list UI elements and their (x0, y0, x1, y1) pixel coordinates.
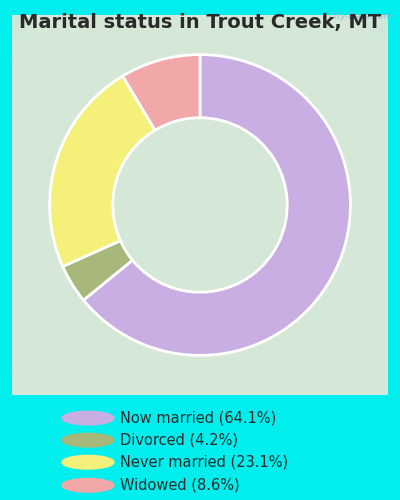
Wedge shape (50, 76, 155, 266)
Wedge shape (63, 240, 132, 300)
Circle shape (62, 412, 114, 425)
Text: City-Data.com: City-Data.com (328, 12, 392, 22)
Text: Now married (64.1%): Now married (64.1%) (120, 410, 276, 426)
Text: Marital status in Trout Creek, MT: Marital status in Trout Creek, MT (19, 13, 381, 32)
Wedge shape (123, 54, 200, 130)
Circle shape (62, 478, 114, 492)
Text: Never married (23.1%): Never married (23.1%) (120, 454, 288, 469)
Circle shape (62, 456, 114, 469)
FancyBboxPatch shape (4, 8, 396, 402)
Wedge shape (84, 54, 350, 356)
Text: Divorced (4.2%): Divorced (4.2%) (120, 432, 238, 448)
Text: Widowed (8.6%): Widowed (8.6%) (120, 478, 240, 493)
Circle shape (62, 434, 114, 447)
